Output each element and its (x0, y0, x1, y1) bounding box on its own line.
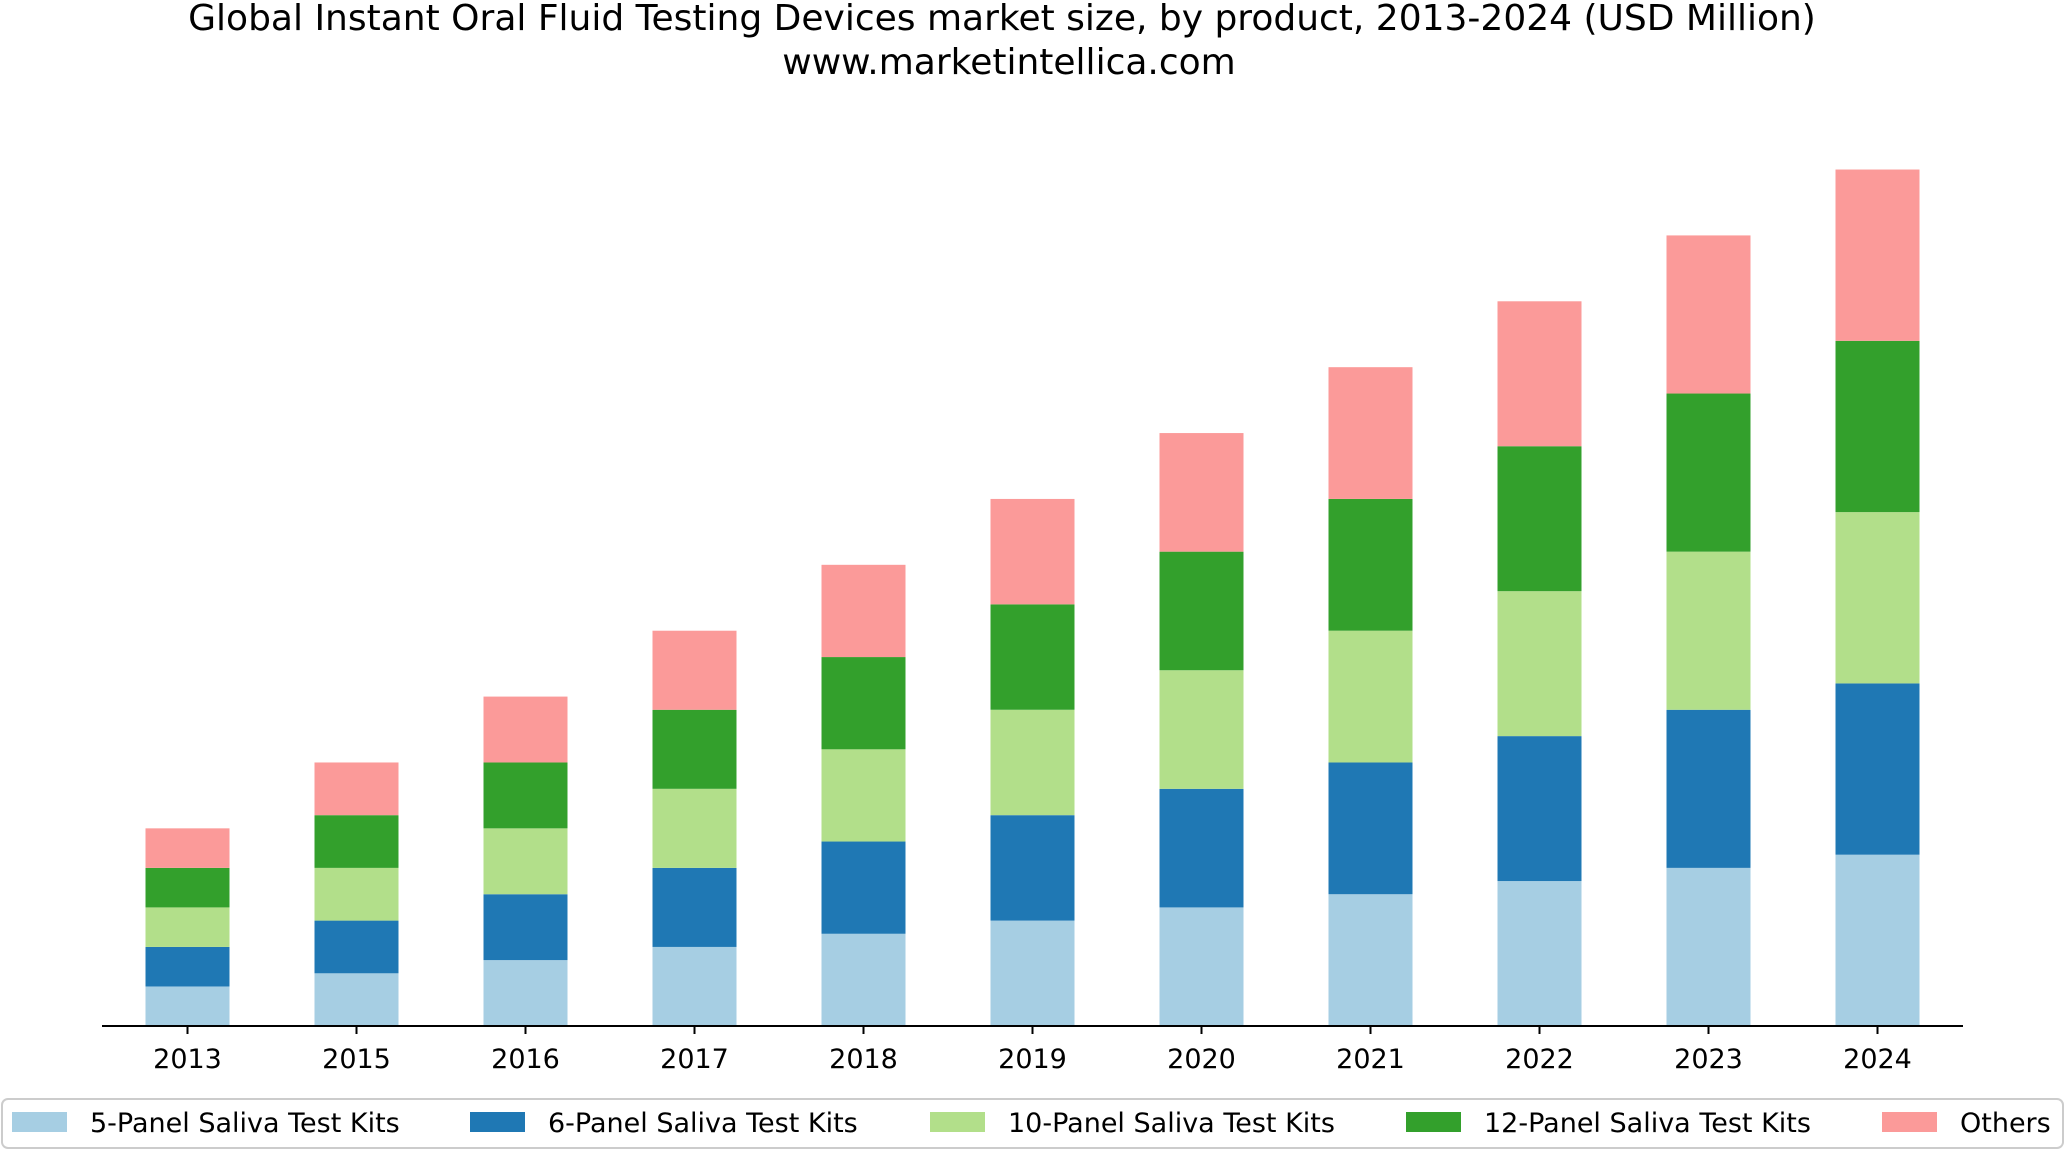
bar-segment-2016-series-4 (483, 696, 568, 763)
bar-segment-2015-series-4 (314, 762, 399, 816)
bar-segment-2024-series-2 (1835, 512, 1920, 684)
bar-segment-2013-series-2 (145, 907, 230, 947)
x-ticks-layer: 2013 2015 2016 2017 2018 2019 2020 2021 2022 2023… (153, 1026, 1912, 1075)
bar-segment-2015-series-2 (314, 867, 399, 921)
bar-segment-2015-series-1 (314, 920, 399, 974)
bar-segment-2018-series-4 (821, 564, 906, 658)
x-tick-label-2020: 2020 (1167, 1044, 1236, 1075)
bar-segment-2017-series-0 (652, 946, 737, 1026)
bars-layer (145, 169, 1920, 1026)
bar-segment-2016-series-3 (483, 762, 568, 829)
legend-swatch-2 (930, 1112, 985, 1132)
legend-swatch-3 (1406, 1112, 1461, 1132)
legend-label-0: 5-Panel Saliva Test Kits (90, 1108, 400, 1139)
legend-swatch-1 (470, 1112, 525, 1132)
bar-segment-2018-series-2 (821, 749, 906, 842)
bar-segment-2017-series-2 (652, 788, 737, 868)
bar-segment-2015-series-3 (314, 815, 399, 868)
legend-swatch-4 (1882, 1112, 1937, 1132)
bar-segment-2013-series-0 (145, 986, 230, 1026)
bar-segment-2024-series-4 (1835, 169, 1920, 341)
bar-segment-2021-series-0 (1328, 894, 1413, 1026)
bar-segment-2021-series-2 (1328, 630, 1413, 763)
legend-label-1: 6-Panel Saliva Test Kits (548, 1108, 858, 1139)
bar-segment-2015-series-0 (314, 973, 399, 1026)
bar-segment-2024-series-3 (1835, 340, 1920, 513)
legend-swatch-0 (12, 1112, 67, 1132)
bar-segment-2013-series-3 (145, 867, 230, 908)
legend-label-3: 12-Panel Saliva Test Kits (1484, 1108, 1811, 1139)
x-tick-label-2018: 2018 (829, 1044, 898, 1075)
chart-title: Global Instant Oral Fluid Testing Device… (188, 0, 1816, 39)
bar-segment-2020-series-4 (1159, 433, 1244, 552)
bar-segment-2023-series-3 (1666, 393, 1751, 552)
x-tick-label-2015: 2015 (322, 1044, 391, 1075)
x-tick-label-2016: 2016 (491, 1044, 560, 1075)
legend: 5-Panel Saliva Test Kits 6-Panel Saliva T… (1, 1098, 2064, 1149)
legend-label-2: 10-Panel Saliva Test Kits (1008, 1108, 1335, 1139)
legend-frame (1, 1098, 2064, 1149)
x-tick-label-2017: 2017 (660, 1044, 729, 1075)
chart-subtitle: www.marketintellica.com (782, 42, 1236, 83)
bar-segment-2022-series-1 (1497, 736, 1582, 882)
bar-segment-2023-series-1 (1666, 709, 1751, 868)
bar-segment-2022-series-2 (1497, 591, 1582, 737)
bar-segment-2020-series-0 (1159, 907, 1244, 1026)
bar-segment-2020-series-3 (1159, 551, 1244, 671)
bar-segment-2024-series-1 (1835, 683, 1920, 855)
bar-segment-2022-series-3 (1497, 446, 1582, 592)
x-tick-label-2023: 2023 (1674, 1044, 1743, 1075)
x-tick-label-2013: 2013 (153, 1044, 222, 1075)
bar-segment-2016-series-0 (483, 960, 568, 1026)
bar-segment-2017-series-4 (652, 630, 737, 710)
bar-segment-2019-series-2 (990, 709, 1075, 816)
bar-segment-2020-series-2 (1159, 670, 1244, 789)
legend-items: 5-Panel Saliva Test Kits 6-Panel Saliva T… (12, 1108, 2051, 1139)
bar-segment-2021-series-3 (1328, 498, 1413, 631)
bar-segment-2023-series-4 (1666, 235, 1751, 394)
bar-segment-2016-series-1 (483, 894, 568, 961)
bar-segment-2024-series-0 (1835, 854, 1920, 1026)
bar-segment-2021-series-1 (1328, 762, 1413, 895)
bar-segment-2013-series-4 (145, 828, 230, 868)
x-tick-label-2019: 2019 (998, 1044, 1067, 1075)
x-tick-label-2024: 2024 (1843, 1044, 1912, 1075)
bar-segment-2019-series-1 (990, 815, 1075, 921)
bar-segment-2021-series-4 (1328, 367, 1413, 499)
bar-segment-2023-series-0 (1666, 867, 1751, 1026)
legend-label-4: Others (1960, 1108, 2051, 1139)
bar-segment-2018-series-0 (821, 933, 906, 1026)
x-tick-label-2021: 2021 (1336, 1044, 1405, 1075)
bar-segment-2018-series-3 (821, 657, 906, 750)
x-tick-label-2022: 2022 (1505, 1044, 1574, 1075)
bar-segment-2018-series-1 (821, 841, 906, 934)
bar-segment-2016-series-2 (483, 828, 568, 895)
bar-segment-2019-series-0 (990, 920, 1075, 1026)
bar-segment-2022-series-0 (1497, 881, 1582, 1026)
bar-segment-2023-series-2 (1666, 551, 1751, 710)
bar-segment-2022-series-4 (1497, 301, 1582, 447)
bar-segment-2019-series-4 (990, 498, 1075, 605)
bar-segment-2017-series-1 (652, 867, 737, 947)
bar-segment-2020-series-1 (1159, 788, 1244, 908)
bar-segment-2013-series-1 (145, 946, 230, 987)
bar-segment-2017-series-3 (652, 709, 737, 789)
bar-segment-2019-series-3 (990, 604, 1075, 710)
